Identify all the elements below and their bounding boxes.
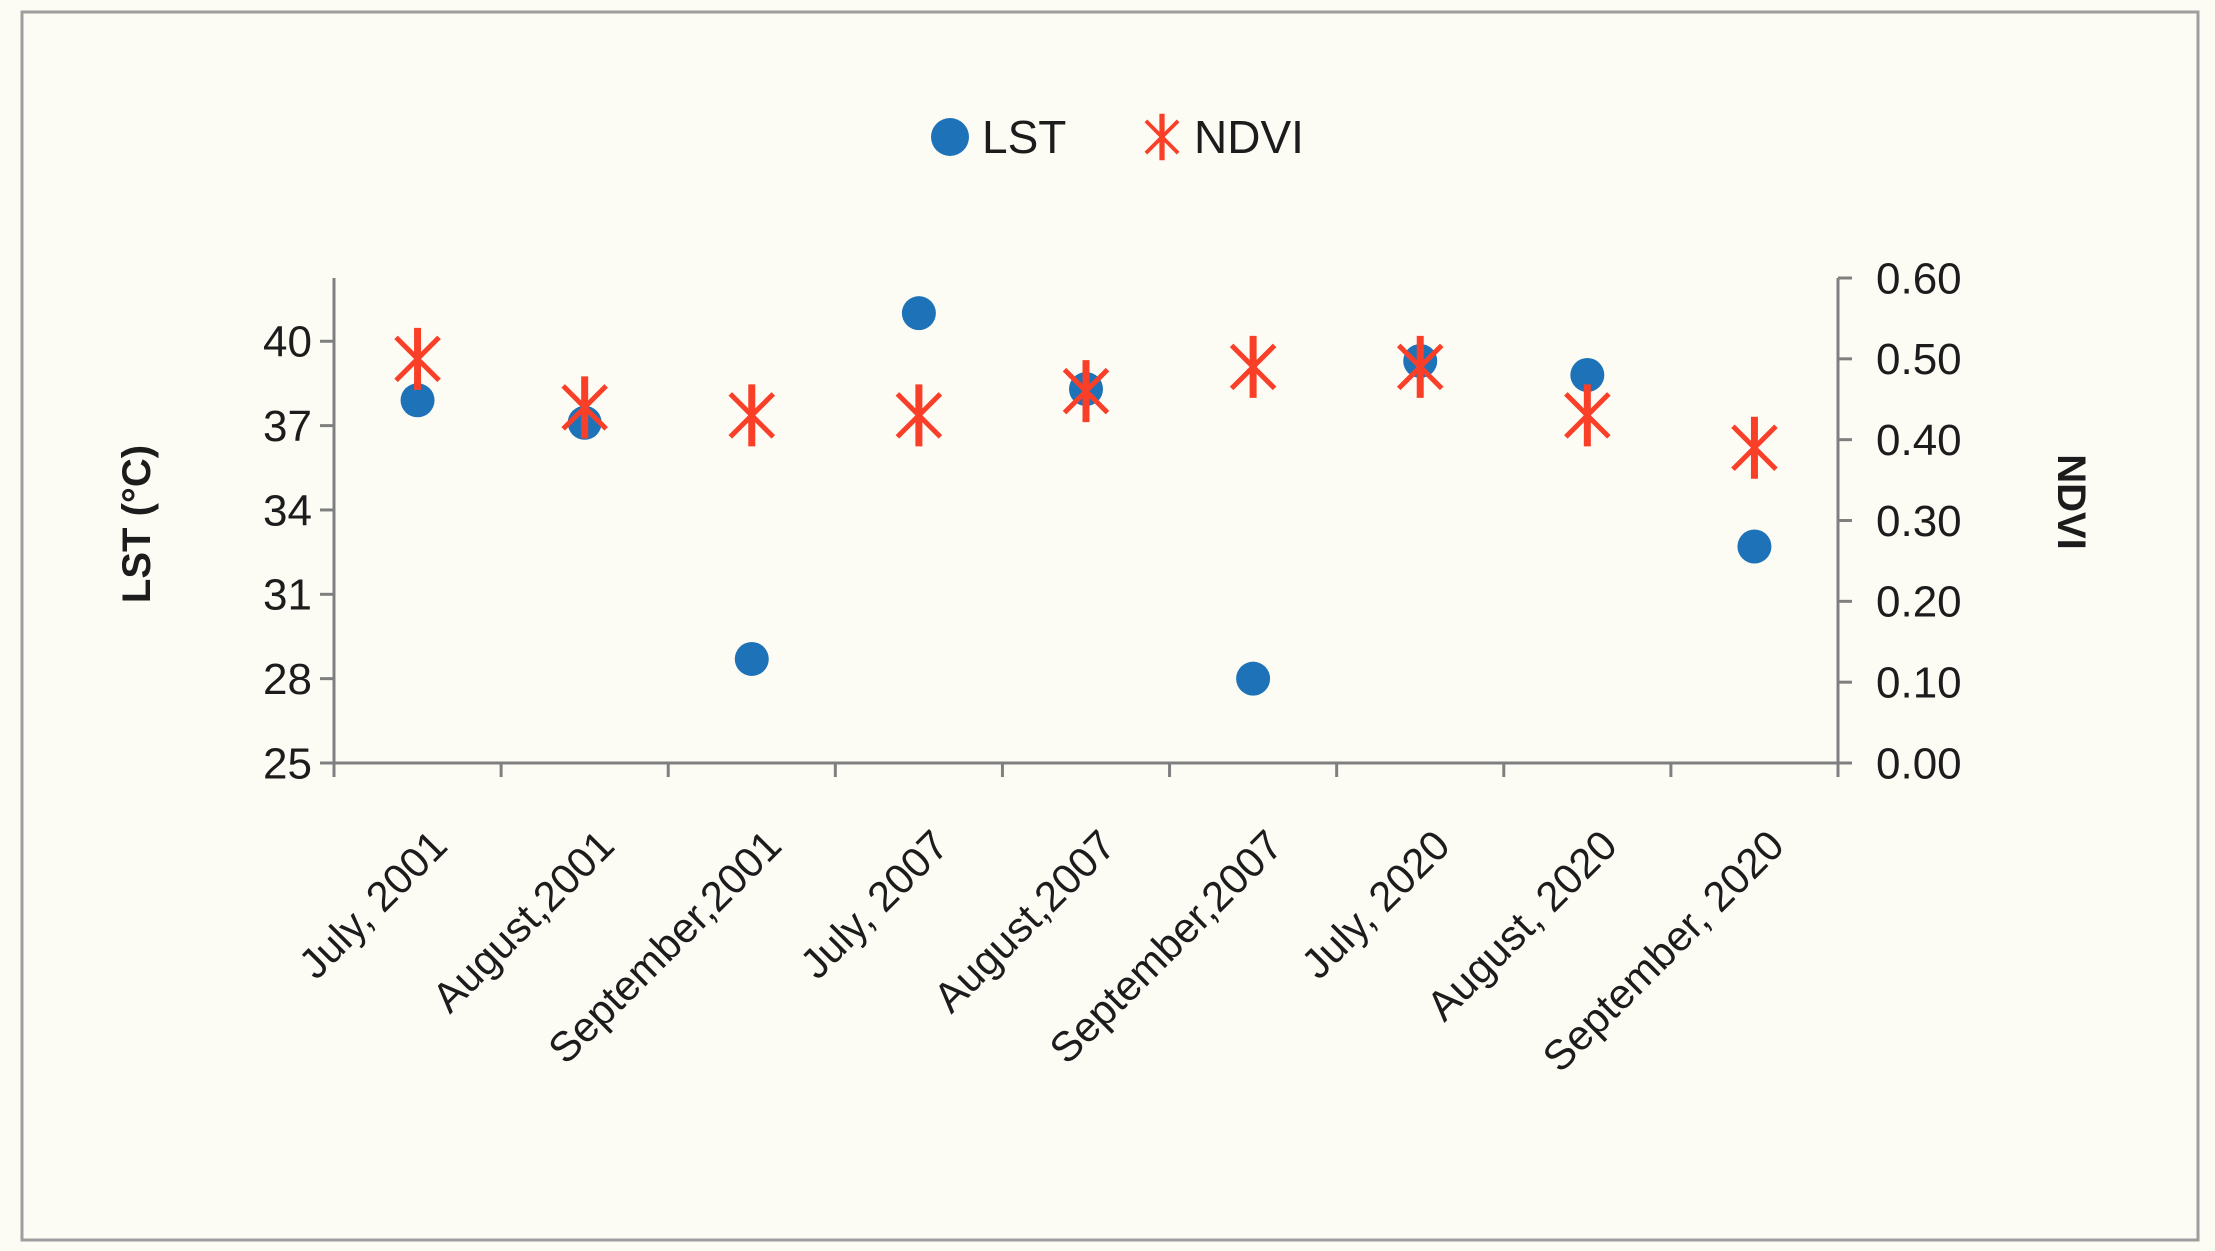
left-axis-tick-label: 31 xyxy=(263,571,312,620)
left-axis-tick-label: 34 xyxy=(263,486,312,535)
lst-point xyxy=(1570,358,1605,392)
left-axis-tick-label: 40 xyxy=(263,318,312,367)
legend: LST NDVI xyxy=(931,111,1304,163)
right-axis-tick-label: 0.30 xyxy=(1876,497,1962,546)
right-axis-tick-label: 0.60 xyxy=(1876,254,1962,303)
x-axis-category-label: July, 2007 xyxy=(791,821,957,987)
lst-point xyxy=(734,641,769,676)
ndvi-point xyxy=(728,384,776,447)
ndvi-point xyxy=(1229,335,1277,398)
ndvi-point xyxy=(1062,360,1110,423)
lst-legend-marker-icon xyxy=(931,118,969,156)
left-axis-tick-label: 37 xyxy=(263,402,312,451)
legend-label: NDVI xyxy=(1194,111,1304,163)
asterisk-diagonal-arm xyxy=(1062,367,1110,415)
asterisk-diagonal-arm xyxy=(561,384,608,431)
asterisk-diagonal-arm xyxy=(1564,392,1611,439)
left-axis-tick-label: 28 xyxy=(263,655,312,704)
legend-item-ndvi: NDVI xyxy=(1144,111,1304,163)
asterisk-diagonal-arm xyxy=(895,392,943,439)
right-axis-tick-label: 0.10 xyxy=(1876,659,1962,708)
lst-series xyxy=(400,296,1772,696)
ndvi-point xyxy=(1396,335,1444,398)
asterisk-diagonal-arm xyxy=(394,335,441,383)
ndvi-point xyxy=(561,376,608,439)
x-axis-category-label: July, 2001 xyxy=(290,821,456,987)
axes xyxy=(320,276,1852,777)
asterisk-diagonal-arm xyxy=(1144,119,1180,155)
ndvi-legend-marker-icon xyxy=(1144,113,1180,161)
asterisk-diagonal-arm xyxy=(728,392,776,439)
left-axis-tick-label: 25 xyxy=(263,739,312,788)
asterisk-diagonal-arm xyxy=(1731,424,1778,472)
legend-item-lst: LST xyxy=(931,111,1066,163)
ndvi-point xyxy=(394,327,441,390)
chart-frame xyxy=(20,10,2200,1242)
right-axis-tick-label: 0.40 xyxy=(1876,416,1962,465)
ndvi-point xyxy=(895,384,943,447)
right-axis-tick-label: 0.50 xyxy=(1876,335,1962,384)
right-axis-tick-label: 0.20 xyxy=(1876,578,1962,627)
right-axis-tick-label: 0.00 xyxy=(1876,739,1962,788)
ndvi-series xyxy=(394,327,1778,479)
lst-point xyxy=(901,296,936,331)
lst-point xyxy=(1737,529,1772,564)
legend-label: LST xyxy=(982,111,1066,163)
left-axis-title: LST (°C) xyxy=(115,445,159,603)
right-axis-title: NDVI xyxy=(2049,454,2093,550)
ndvi-point xyxy=(1564,384,1611,447)
lst-point xyxy=(1236,661,1271,696)
lst-point xyxy=(400,383,435,418)
ndvi-point xyxy=(1731,416,1778,479)
x-axis-category-label: July, 2020 xyxy=(1292,821,1458,987)
asterisk-diagonal-arm xyxy=(1229,343,1277,391)
asterisk-diagonal-arm xyxy=(1396,343,1444,391)
